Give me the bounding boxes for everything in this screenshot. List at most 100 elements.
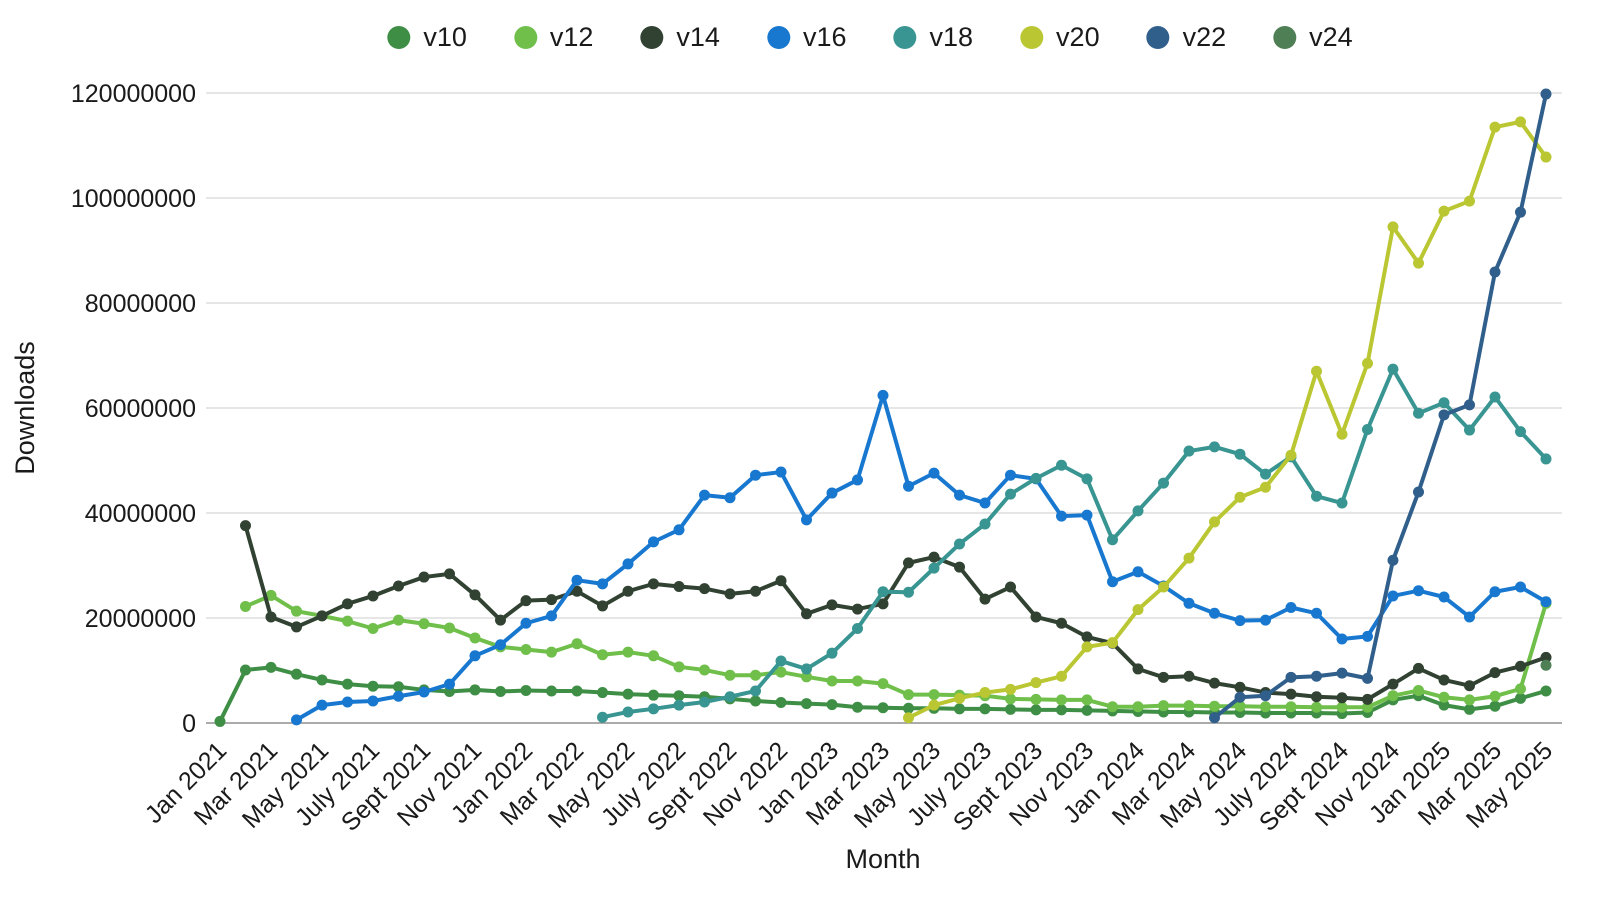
data-point	[469, 684, 481, 696]
data-point	[903, 480, 914, 492]
data-point	[1311, 365, 1322, 377]
y-tick-label: 60000000	[85, 395, 196, 423]
data-point	[1540, 659, 1552, 671]
legend-item-v12: v12	[513, 22, 594, 53]
data-point	[673, 524, 685, 536]
data-point	[1183, 552, 1195, 564]
data-point	[393, 681, 404, 693]
data-point	[1387, 554, 1399, 566]
data-point	[597, 711, 608, 723]
data-point	[877, 598, 889, 610]
data-point	[750, 685, 761, 697]
data-point	[1183, 700, 1195, 712]
data-point	[979, 703, 991, 715]
data-point	[928, 467, 940, 479]
data-point	[495, 686, 506, 697]
data-point	[1081, 704, 1093, 716]
data-point	[622, 558, 634, 570]
series-v12	[240, 589, 1552, 713]
data-point	[1413, 585, 1424, 597]
data-point	[903, 702, 914, 714]
data-point	[546, 646, 557, 658]
data-point	[928, 699, 940, 711]
data-point	[750, 669, 761, 681]
data-point	[1209, 700, 1220, 712]
legend-swatch-v16	[766, 26, 790, 49]
data-point	[1489, 121, 1501, 133]
data-point	[699, 696, 710, 708]
data-point	[1515, 116, 1526, 128]
data-point	[1285, 688, 1297, 700]
legend-swatch-v22	[1146, 26, 1170, 49]
data-point	[265, 661, 277, 673]
data-point	[1311, 607, 1322, 619]
data-point	[265, 589, 277, 601]
data-point	[801, 698, 812, 710]
data-point	[291, 668, 302, 680]
data-point	[750, 469, 761, 481]
legend-label: v20	[1056, 22, 1100, 52]
data-point	[520, 595, 532, 607]
data-point	[1107, 701, 1118, 713]
data-point	[801, 514, 812, 526]
data-point	[1362, 672, 1373, 684]
data-point	[1464, 611, 1475, 623]
data-point	[1260, 614, 1271, 626]
data-point	[316, 699, 328, 711]
data-point	[1387, 363, 1399, 375]
data-point	[1336, 692, 1348, 704]
data-point	[928, 689, 940, 701]
data-point	[775, 466, 787, 478]
data-point	[903, 689, 914, 701]
data-point	[1413, 662, 1424, 674]
data-point	[291, 714, 302, 726]
data-point	[1489, 266, 1501, 278]
data-point	[1540, 651, 1552, 663]
series-v12-line	[243, 593, 1548, 710]
data-point	[775, 697, 787, 709]
data-point	[1234, 615, 1246, 627]
data-point	[393, 580, 404, 592]
data-point	[852, 675, 863, 687]
data-point	[826, 487, 838, 499]
data-point	[1030, 611, 1042, 623]
data-point	[342, 615, 353, 627]
data-point	[546, 594, 557, 606]
data-point	[520, 644, 532, 655]
data-point	[1438, 409, 1450, 421]
data-point	[1464, 424, 1475, 436]
data-point	[1540, 596, 1552, 608]
data-point	[903, 586, 914, 598]
y-axis-title: Downloads	[10, 341, 40, 475]
data-point	[775, 666, 787, 678]
data-point	[1464, 694, 1475, 706]
data-point	[852, 623, 863, 634]
data-point	[877, 678, 889, 690]
data-point	[1234, 491, 1246, 503]
legend-item-v18: v18	[893, 22, 973, 53]
data-point	[648, 689, 659, 701]
data-point	[597, 600, 608, 612]
data-point	[1081, 509, 1093, 521]
data-point	[1540, 685, 1552, 697]
data-point	[1311, 490, 1322, 502]
data-point	[520, 617, 532, 629]
data-point	[775, 575, 787, 587]
legend-label: v10	[423, 22, 467, 52]
data-point	[1438, 691, 1450, 703]
data-point	[852, 474, 863, 486]
legend-label: v12	[549, 22, 594, 52]
legend-swatch-v12	[513, 26, 537, 49]
legend-swatch-v10	[387, 26, 411, 49]
data-point	[393, 690, 404, 702]
data-point	[1515, 581, 1526, 593]
data-point	[367, 623, 379, 634]
data-point	[1056, 670, 1067, 682]
data-point	[1132, 604, 1144, 616]
data-point	[622, 585, 634, 597]
data-point	[724, 691, 736, 703]
data-point	[1005, 703, 1016, 715]
data-point	[418, 618, 430, 630]
data-point	[622, 688, 634, 700]
